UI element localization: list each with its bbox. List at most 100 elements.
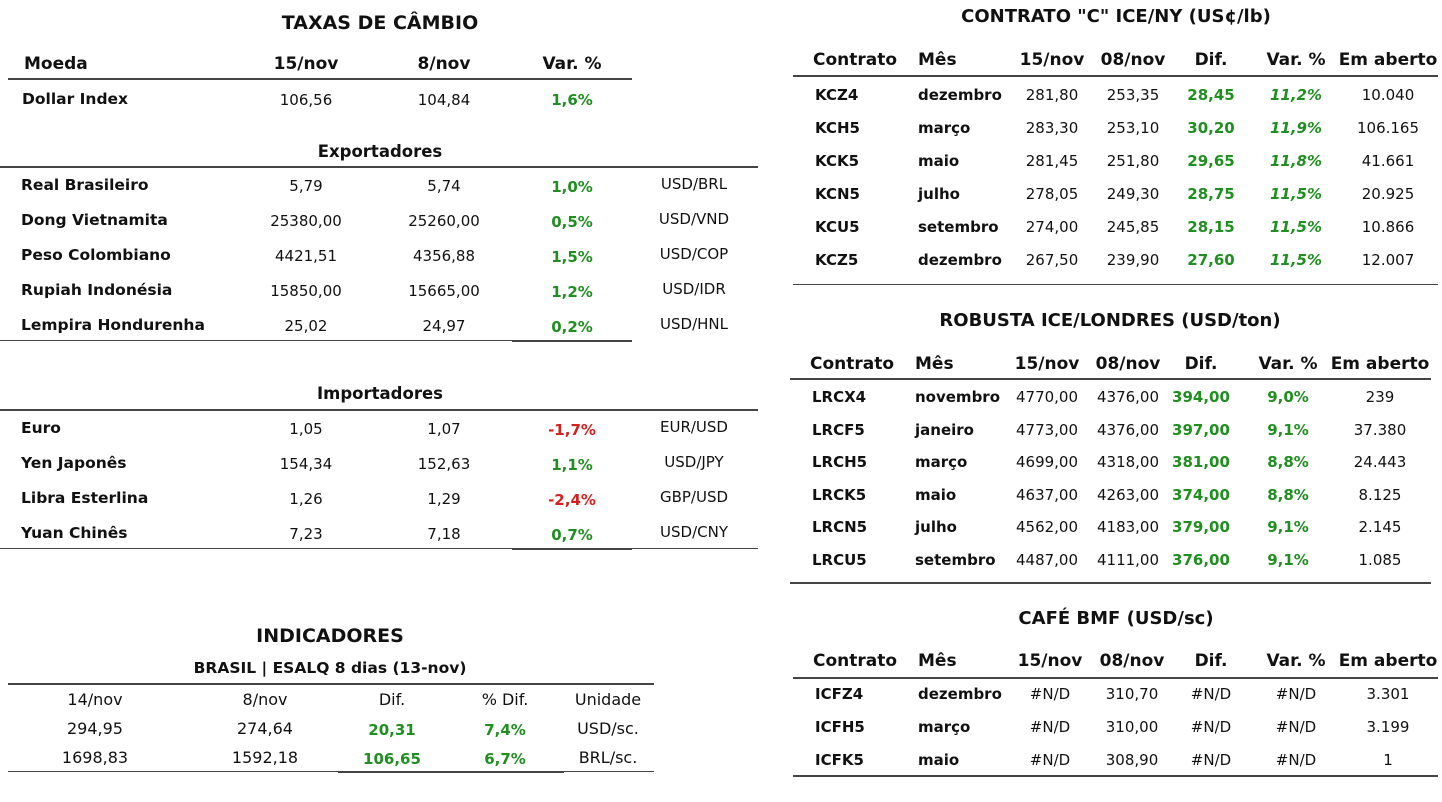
- contract-month: janeiro: [915, 420, 974, 439]
- contract-dif: 381,00: [1172, 453, 1230, 472]
- contract-date2: 4263,00: [1096, 485, 1160, 504]
- contract-var: 8,8%: [1267, 485, 1309, 504]
- column-header-d1: 15/nov: [1014, 354, 1080, 374]
- column-header-mes: Mês: [918, 651, 957, 671]
- contract-date1: 4487,00: [1015, 551, 1079, 569]
- column-header-d2: 08/nov: [1095, 354, 1161, 374]
- robusta-bottom-rule: [790, 582, 1431, 584]
- rate-date1: 25380,00: [270, 212, 342, 230]
- column-header-d1: 15/nov: [1017, 651, 1083, 671]
- indicadores-subtitle: BRASIL | ESALQ 8 dias (13-nov): [193, 659, 467, 677]
- contract-date1: 4637,00: [1015, 485, 1079, 504]
- robusta-title: ROBUSTA ICE/LONDRES (USD/ton): [939, 310, 1281, 331]
- dollar-index-label: Dollar Index: [22, 90, 129, 108]
- cambio-header-date2: 8/nov: [417, 54, 471, 74]
- indicator-date2: 274,64: [237, 719, 293, 738]
- indicator-dif: 20,31: [368, 721, 416, 739]
- rate-var: 0,5%: [551, 213, 593, 231]
- contract-open-interest: 1.085: [1358, 551, 1402, 569]
- currency-name: Peso Colombiano: [21, 246, 171, 264]
- contract-dif: 27,60: [1187, 251, 1235, 269]
- contract-dif: 30,20: [1187, 119, 1235, 137]
- currency-pair: USD/JPY: [664, 453, 724, 471]
- contract-date1: 4562,00: [1015, 518, 1079, 537]
- rate-var: 1,2%: [551, 283, 593, 301]
- rate-date1: 25,02: [284, 317, 328, 335]
- contract-open-interest: 10.040: [1361, 86, 1415, 104]
- contract-date2: 245,85: [1106, 218, 1160, 236]
- indicadores-rule: [8, 683, 654, 685]
- arabica-title: CONTRATO "C" ICE/NY (US¢/lb): [961, 6, 1271, 27]
- contract-var: 11,2%: [1269, 86, 1323, 104]
- contract-date2: 251,80: [1106, 152, 1160, 170]
- contract-date2: 308,90: [1105, 751, 1159, 769]
- cambio-header-rule: [8, 78, 632, 80]
- dollar-index-date1: 106,56: [279, 91, 333, 109]
- contract-code: ICFH5: [815, 718, 865, 736]
- column-header-dif: Dif.: [1194, 651, 1228, 671]
- contract-month: novembro: [915, 388, 1001, 406]
- contract-dif: 28,45: [1187, 86, 1235, 104]
- contract-date1: 281,45: [1025, 152, 1079, 170]
- currency-pair: USD/IDR: [662, 280, 726, 298]
- currency-pair: GBP/USD: [659, 488, 729, 506]
- contract-date2: 4376,00: [1096, 388, 1160, 406]
- contract-dif: 374,00: [1172, 485, 1230, 504]
- indicadores-header-date2: 8/nov: [242, 690, 288, 709]
- rate-var: 1,5%: [551, 248, 593, 266]
- contract-date2: 4111,00: [1096, 551, 1160, 569]
- contract-var: #N/D: [1275, 751, 1317, 769]
- currency-pair: USD/COP: [659, 245, 729, 263]
- rate-date2: 5,74: [427, 177, 461, 195]
- contract-date2: 239,90: [1106, 251, 1160, 269]
- contract-month: dezembro: [918, 251, 1002, 269]
- contract-dif: 397,00: [1172, 420, 1230, 439]
- contract-date2: 4376,00: [1096, 420, 1160, 439]
- currency-name: Yen Japonês: [21, 454, 127, 472]
- contract-open-interest: 37.380: [1353, 420, 1407, 439]
- rate-date2: 15665,00: [408, 282, 480, 300]
- bmf-title: CAFÉ BMF (USD/sc): [1018, 608, 1214, 629]
- contract-date1: 283,30: [1025, 119, 1079, 137]
- rate-date1: 1,26: [289, 490, 323, 508]
- contract-open-interest: 41.661: [1361, 152, 1415, 170]
- importadores-bottom-rule-var: [512, 548, 632, 550]
- contract-date2: 253,10: [1106, 119, 1160, 137]
- contract-date1: 4770,00: [1015, 388, 1079, 406]
- column-header-d1: 15/nov: [1019, 50, 1085, 70]
- contract-dif: 29,65: [1187, 152, 1235, 170]
- contract-code: KCN5: [815, 185, 860, 203]
- exportadores-rule: [0, 166, 758, 168]
- rate-date2: 152,63: [417, 455, 471, 473]
- contract-date2: 4183,00: [1096, 518, 1160, 537]
- contract-dif: #N/D: [1190, 685, 1232, 703]
- rate-date2: 7,18: [427, 525, 461, 543]
- column-header-mes: Mês: [918, 50, 957, 70]
- column-header-oi: Em aberto: [1338, 50, 1438, 70]
- contract-open-interest: 12.007: [1361, 251, 1415, 269]
- exportadores-title: Exportadores: [317, 142, 443, 161]
- contract-date1: 274,00: [1025, 218, 1079, 236]
- contract-month: maio: [918, 152, 960, 170]
- contract-code: LRCK5: [812, 485, 867, 504]
- contract-date1: 281,80: [1025, 86, 1079, 104]
- rate-var: 1,0%: [551, 178, 593, 196]
- currency-name: Yuan Chinês: [21, 524, 128, 542]
- rate-var: 1,1%: [551, 456, 593, 474]
- indicator-unit: BRL/sc.: [578, 748, 638, 767]
- contract-open-interest: 106.165: [1356, 119, 1420, 137]
- contract-var: 11,5%: [1269, 185, 1323, 203]
- contract-code: KCZ4: [815, 86, 859, 104]
- currency-name: Dong Vietnamita: [21, 211, 168, 229]
- contract-dif: 394,00: [1172, 388, 1230, 406]
- column-header-oi: Em aberto: [1338, 651, 1438, 671]
- exportadores-bottom-rule-var: [512, 340, 632, 342]
- currency-name: Real Brasileiro: [21, 176, 149, 194]
- contract-var: 9,0%: [1267, 388, 1309, 406]
- contract-date1: #N/D: [1029, 751, 1071, 769]
- column-header-contrato: Contrato: [810, 354, 895, 374]
- contract-date2: 310,70: [1105, 685, 1159, 703]
- rate-date2: 1,29: [427, 490, 461, 508]
- column-header-dif: Dif.: [1184, 354, 1218, 374]
- contract-month: março: [915, 453, 968, 472]
